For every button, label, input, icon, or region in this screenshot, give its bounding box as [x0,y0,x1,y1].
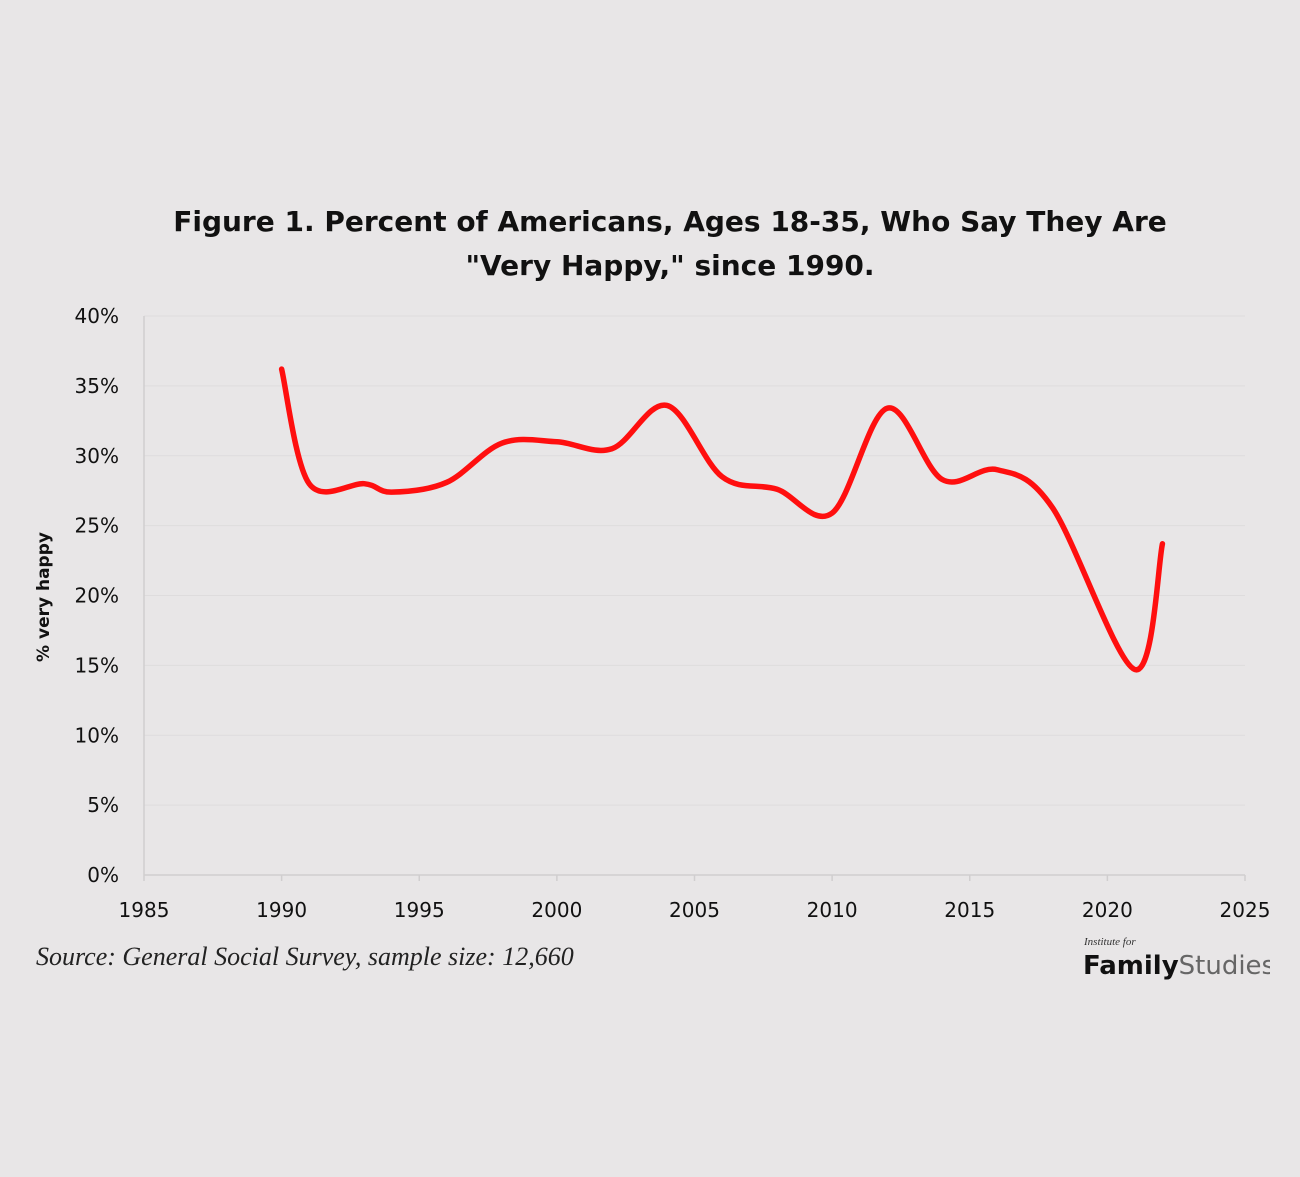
logo-studies-word: Studies [1178,951,1270,980]
x-tick-label: 2025 [1220,898,1271,922]
data-point-2010 [830,511,835,516]
series-line-very-happy [278,366,1166,673]
data-point-2022 [1160,541,1165,546]
logo-small-text: Institute for [1084,936,1136,948]
data-point-1996 [444,480,449,485]
y-tick-label: 35% [75,374,119,398]
y-tick-label: 0% [87,863,119,887]
data-point-1990 [279,367,284,372]
y-axis-label: % very happy [34,532,54,662]
data-point-2021 [1132,667,1137,672]
data-point-2014 [940,477,945,482]
data-point-1998 [499,441,504,446]
data-point-1994 [389,490,394,495]
data-point-2008 [775,487,780,492]
data-point-2012 [885,406,890,411]
logo-main-text: FamilyStudies [1083,949,1270,980]
x-tick-label: 2000 [531,898,582,922]
y-tick-label: 40% [75,304,119,328]
data-point-2018 [1050,505,1055,510]
y-tick-labels: 0% 5% 10% 15% 20% 25% 30% 35% 40% [75,304,119,887]
data-point-1993 [362,481,367,486]
x-tick-label: 1990 [256,898,307,922]
source-note: Source: General Social Survey, sample si… [36,942,574,971]
y-tick-label: 10% [75,723,119,747]
x-tick-labels: 1985 1990 1995 2000 2005 2010 2015 2020 2025 [119,898,1271,922]
institute-for-family-studies-logo: Institute for FamilyStudies [1083,936,1270,980]
y-tick-label: 25% [75,514,119,538]
data-point-2002 [609,446,614,451]
y-tick-label: 15% [75,653,119,677]
x-tick-label: 2020 [1082,898,1133,922]
data-point-2006 [720,474,725,479]
x-tick-label: 1985 [119,898,170,922]
y-tick-label: 20% [75,584,119,608]
x-tick-label: 1995 [394,898,445,922]
y-tick-label: 30% [75,444,119,468]
x-tick-label: 2010 [807,898,858,922]
x-tick-label: 2005 [669,898,720,922]
data-point-2000 [554,439,559,444]
y-tick-label: 5% [87,793,119,817]
axes [143,316,1246,881]
data-point-2004 [664,403,669,408]
data-point-1991 [307,481,312,486]
chart-title: Figure 1. Percent of Americans, Ages 18-… [173,205,1167,282]
logo-family-word: Family [1083,951,1179,980]
x-tick-label: 2015 [944,898,995,922]
grid-lines [144,315,1245,806]
data-point-2016 [995,467,1000,472]
series-lines [278,366,1166,673]
